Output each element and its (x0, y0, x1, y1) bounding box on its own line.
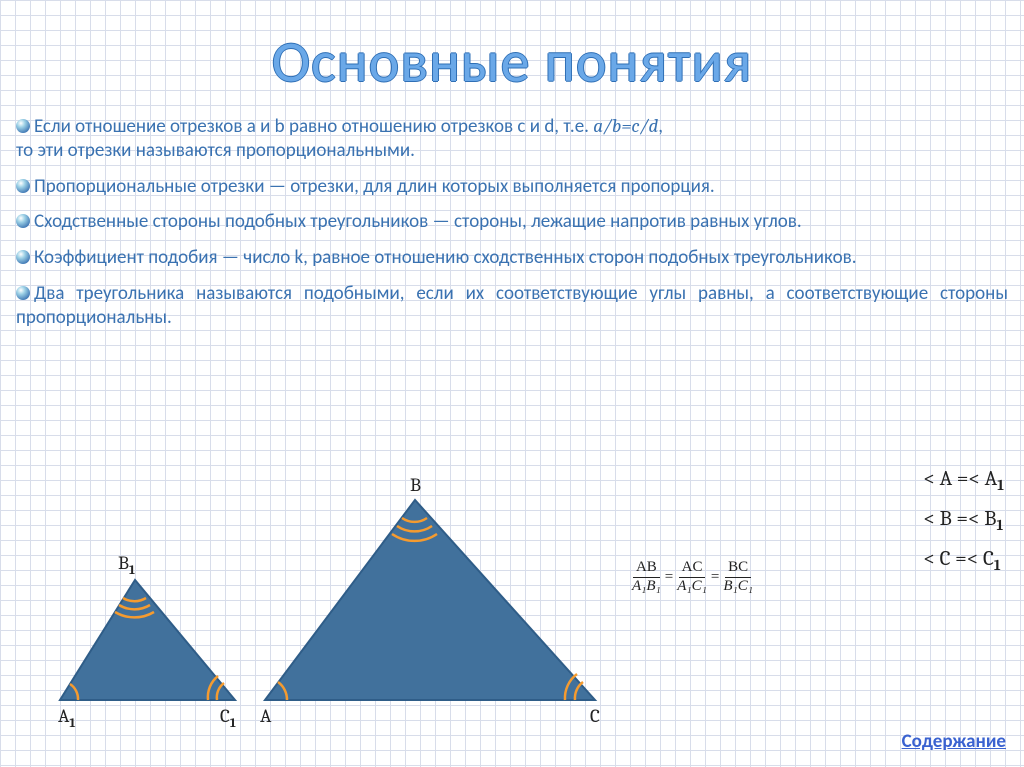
text-p5: Два треугольника называются подобными, е… (16, 282, 1008, 329)
text-p2: Пропорциональные отрезки — отрезки, для … (34, 175, 715, 198)
angle-eq-a: < A =< A1 (923, 460, 1004, 500)
text-p1b: , (658, 115, 663, 138)
label-A: A (260, 705, 271, 727)
triangles-diagram: A1 B1 C1 A B C (60, 490, 620, 745)
content-body: Если отношение отрезков a и b равно отно… (0, 107, 1024, 329)
definition-corresponding-sides: Сходственные стороны подобных треугольни… (16, 210, 1008, 234)
page-title: Основные понятия (0, 0, 1024, 107)
label-A1: A1 (58, 705, 75, 731)
angle-equalities: < A =< A1 < B =< B1 < C =< C1 (923, 460, 1004, 580)
text-p1c: то эти отрезки называются пропорциональн… (16, 139, 415, 162)
bullet-icon (16, 214, 30, 228)
ratio-bc: BC (725, 560, 751, 578)
definition-proportional-segments-if: Если отношение отрезков a и b равно отно… (16, 115, 1008, 163)
label-B1: B1 (118, 552, 135, 578)
label-B: B (410, 474, 421, 496)
table-of-contents-link[interactable]: Содержание (902, 730, 1006, 753)
ratio-ac: AC (679, 560, 706, 578)
bullet-icon (16, 179, 30, 193)
ratio-ab: AB (633, 560, 660, 578)
bullet-icon (16, 119, 30, 133)
text-p1a: Если отношение отрезков a и b равно отно… (34, 115, 593, 138)
definition-proportional-segments: Пропорциональные отрезки — отрезки, для … (16, 175, 1008, 199)
definition-similarity-coefficient: Коэффициент подобия — число k, равное от… (16, 246, 1008, 270)
math-ratio: a/b=c/d (593, 115, 658, 137)
text-p3: Сходственные стороны подобных треугольни… (34, 210, 802, 233)
proportion-equation: ABA₁B₁ = ACA₁C₁ = BCB₁C₁ (630, 560, 755, 595)
triangle-large (265, 500, 605, 710)
ratio-a1c1: A₁C₁ (677, 578, 707, 595)
angle-eq-c: < C =< C1 (923, 540, 1004, 580)
angle-eq-b: < B =< B1 (923, 500, 1004, 540)
definition-similar-triangles: Два треугольника называются подобными, е… (16, 282, 1008, 330)
ratio-a1b1: A₁B₁ (632, 578, 661, 595)
triangle-small (60, 580, 240, 710)
label-C1: C1 (220, 705, 236, 731)
text-p4: Коэффициент подобия — число k, равное от… (34, 246, 857, 269)
label-C: C (590, 705, 600, 727)
bullet-icon (16, 286, 30, 300)
ratio-b1c1: B₁C₁ (723, 578, 753, 595)
bullet-icon (16, 250, 30, 264)
